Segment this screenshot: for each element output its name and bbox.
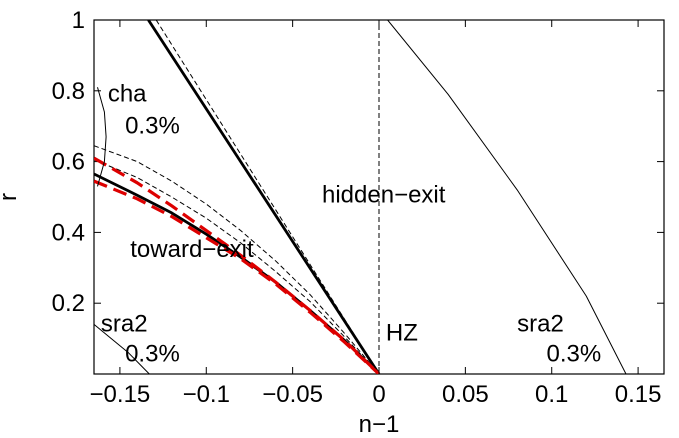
region-label: HZ — [386, 319, 418, 346]
x-tick-label: 0 — [372, 381, 385, 408]
series-layer — [94, 20, 627, 374]
annotations: cha 0.3% hidden−exit toward−exit sra2 0.3% HZ s… — [101, 80, 601, 367]
series-line-5 — [94, 145, 380, 374]
y-tick-label: 0.6 — [52, 149, 85, 176]
region-label: cha — [108, 80, 147, 107]
series-line-9 — [387, 20, 627, 374]
y-tick-label: 0.4 — [52, 219, 85, 246]
region-label: sra2 — [517, 311, 564, 338]
tick-labels: −0.15 −0.1 −0.05 0 0.05 0.1 0.15 0.2 0.4 0.6 0.8 1 — [52, 7, 662, 408]
region-label: hidden−exit — [322, 181, 446, 208]
y-tick-label: 1 — [72, 7, 85, 34]
region-label: 0.3% — [125, 341, 180, 368]
series-line-1 — [147, 20, 381, 374]
x-tick-label: −0.05 — [262, 381, 323, 408]
x-axis-title: n−1 — [359, 411, 400, 438]
region-label: 0.3% — [125, 112, 180, 139]
region-label: 0.3% — [547, 341, 602, 368]
series-line-11 — [97, 87, 107, 187]
y-axis-title: r — [0, 193, 22, 201]
x-tick-label: −0.1 — [183, 381, 230, 408]
region-label: sra2 — [101, 311, 148, 338]
y-tick-label: 0.2 — [52, 290, 85, 317]
region-label: toward−exit — [130, 236, 254, 263]
axis-ticks — [94, 19, 664, 374]
x-tick-label: 0.15 — [615, 381, 662, 408]
series-line-4 — [94, 159, 380, 374]
series-line-10 — [94, 324, 150, 374]
y-tick-label: 0.8 — [52, 78, 85, 105]
x-tick-label: −0.15 — [90, 381, 151, 408]
x-tick-label: 0.1 — [535, 381, 568, 408]
series-line-2 — [155, 20, 380, 374]
x-tick-label: 0.05 — [442, 381, 489, 408]
series-line-7 — [94, 179, 381, 374]
